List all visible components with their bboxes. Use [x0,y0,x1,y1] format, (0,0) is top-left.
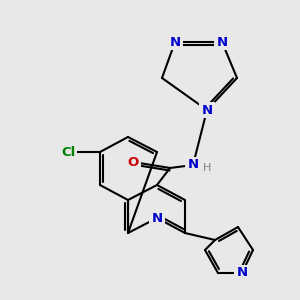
Text: N: N [169,35,181,49]
Text: N: N [188,158,199,172]
Text: Cl: Cl [61,146,75,158]
Text: O: O [128,155,139,169]
Text: N: N [152,212,163,224]
Text: N: N [201,103,213,116]
Text: H: H [203,163,212,173]
Text: N: N [216,35,228,49]
Text: N: N [236,266,247,280]
